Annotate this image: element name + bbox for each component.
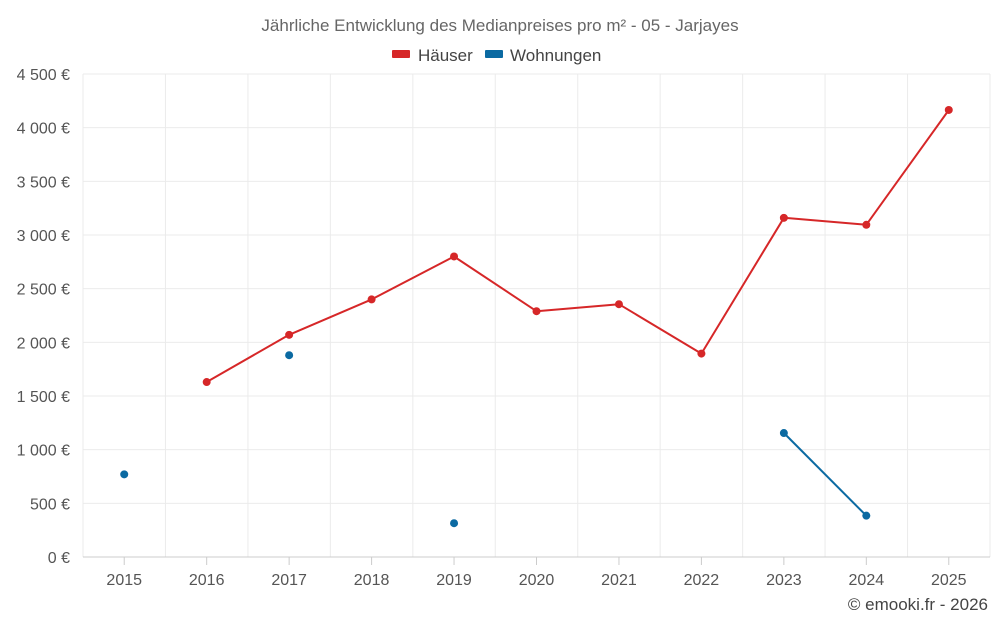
- credit-text: © emooki.fr - 2026: [848, 595, 988, 614]
- series-line-wohnungen: [783, 432, 868, 517]
- data-point-haeuser: [779, 213, 788, 222]
- data-point-wohnungen: [120, 470, 129, 479]
- data-point-haeuser: [697, 349, 706, 358]
- x-tick-label: 2023: [766, 572, 802, 589]
- legend-swatch-wohnungen: [485, 50, 503, 58]
- y-axis: 0 € 500 € 1 000 € 1 500 € 2 000 € 2 500 € 3 00…: [17, 67, 70, 567]
- legend-swatch-haeuser: [392, 50, 410, 58]
- y-tick-label: 2 000 €: [17, 335, 70, 352]
- x-tick-label: 2022: [684, 572, 720, 589]
- y-tick-label: 4 000 €: [17, 121, 70, 138]
- x-tick-label: 2017: [271, 572, 307, 589]
- x-axis: 2015 2016 2017 2018 2019 2020 2021 2022 2023 2024…: [83, 556, 990, 589]
- data-point-haeuser: [532, 307, 541, 316]
- data-point-haeuser: [862, 220, 871, 229]
- x-tick-label: 2015: [106, 572, 142, 589]
- data-point-wohnungen: [450, 519, 459, 528]
- legend: Häuser Wohnungen: [392, 46, 601, 65]
- y-tick-label: 1 500 €: [17, 389, 70, 406]
- legend-item-wohnungen[interactable]: Wohnungen: [485, 46, 601, 65]
- grid: [82, 73, 991, 557]
- legend-label-wohnungen: Wohnungen: [510, 46, 601, 65]
- data-point-wohnungen: [285, 351, 294, 360]
- y-tick-label: 3 500 €: [17, 174, 70, 191]
- y-tick-label: 4 500 €: [17, 67, 70, 84]
- x-tick-label: 2020: [519, 572, 555, 589]
- y-tick-label: 500 €: [30, 496, 70, 513]
- x-tick-label: 2025: [931, 572, 967, 589]
- data-point-wohnungen: [862, 511, 871, 520]
- data-point-haeuser: [944, 105, 953, 114]
- data-point-haeuser: [285, 330, 294, 339]
- series-line-haeuser: [206, 109, 950, 383]
- x-tick-label: 2024: [849, 572, 885, 589]
- data-point-haeuser: [450, 252, 459, 261]
- legend-label-haeuser: Häuser: [418, 46, 473, 65]
- y-tick-label: 1 000 €: [17, 443, 70, 460]
- y-tick-label: 0 €: [48, 550, 70, 567]
- x-tick-label: 2018: [354, 572, 390, 589]
- data-point-haeuser: [614, 300, 623, 309]
- y-tick-label: 2 500 €: [17, 282, 70, 299]
- x-tick-label: 2021: [601, 572, 637, 589]
- data-point-wohnungen: [779, 429, 788, 438]
- x-tick-label: 2019: [436, 572, 472, 589]
- series-layer: [120, 105, 953, 528]
- data-point-haeuser: [367, 295, 376, 304]
- y-tick-label: 3 000 €: [17, 228, 70, 245]
- x-tick-label: 2016: [189, 572, 225, 589]
- legend-item-haeuser[interactable]: Häuser: [392, 46, 473, 65]
- data-point-haeuser: [202, 378, 211, 387]
- chart-title: Jährliche Entwicklung des Medianpreises …: [261, 16, 738, 35]
